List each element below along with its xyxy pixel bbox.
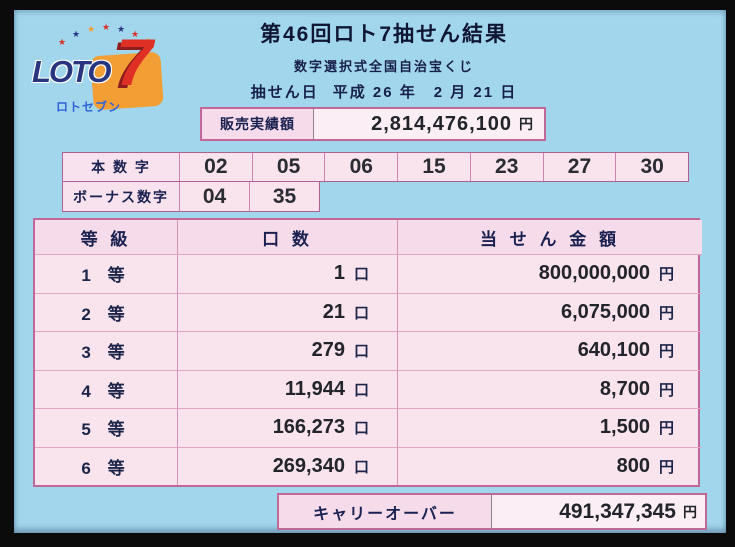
loto7-logo: ★ ★ ★ ★ ★ ★ ★ 7 LOTO ロトセブン: [30, 20, 190, 120]
main-number: 15: [397, 153, 470, 181]
units-cell: 166,273 口: [177, 409, 397, 447]
page-title: 第46回ロト7抽せん結果: [259, 23, 509, 46]
units-suffix: 口: [353, 304, 369, 322]
carryover-box: キャリーオーバー 491,347,345 円: [277, 493, 707, 530]
rank-cell: 1 等: [81, 266, 131, 286]
prize-value: 640,100: [577, 339, 650, 362]
yen-suffix: 円: [658, 266, 674, 284]
logo-star-icon: ★: [58, 37, 67, 47]
table-row: 6 等 269,340 口 800 円: [35, 446, 702, 485]
yen-suffix: 円: [658, 304, 674, 322]
units-suffix: 口: [353, 266, 369, 284]
table-row: 2 等 21 口 6,075,000 円: [35, 292, 702, 331]
sales-yen-suffix: 円: [519, 116, 534, 132]
units-cell: 11,944 口: [177, 370, 397, 408]
prize-cell: 6,075,000 円: [397, 293, 702, 331]
main-number: 23: [469, 153, 543, 181]
yen-suffix: 円: [658, 381, 674, 399]
sales-value-cell: 2,814,476,100 円: [314, 109, 544, 139]
units-value: 1: [333, 262, 345, 285]
main-numbers-label: 本 数 字: [63, 153, 179, 181]
rank-cell: 4 等: [81, 381, 131, 401]
header-units: 口 数: [177, 220, 397, 254]
logo-seven: 7: [116, 25, 153, 99]
prize-cell: 800 円: [397, 447, 702, 485]
sales-amount: 2,814,476,100: [371, 112, 512, 135]
logo-brand-text: LOTO: [32, 54, 112, 89]
rank-cell: 2 等: [81, 304, 131, 324]
carryover-label: キャリーオーバー: [279, 495, 492, 528]
table-row: 5 等 166,273 口 1,500 円: [35, 408, 702, 447]
yen-suffix: 円: [658, 420, 674, 438]
units-suffix: 口: [353, 343, 369, 361]
logo-star-icon: ★: [131, 29, 140, 39]
units-suffix: 口: [353, 381, 369, 399]
table-header-row: 等 級 口 数 当 せ ん 金 額: [35, 220, 702, 254]
bonus-number: 04: [179, 182, 249, 211]
draw-date-label: 抽せん日: [250, 84, 319, 101]
prize-value: 800: [616, 454, 650, 477]
units-value: 11,944: [284, 377, 345, 400]
draw-date-line: 抽せん日 平成 26 年 2 月 21 日: [194, 81, 574, 102]
units-value: 21: [322, 300, 345, 323]
header-block: 第46回ロト7抽せん結果 数字選択式全国自治宝くじ 抽せん日 平成 26 年 2 …: [194, 18, 574, 102]
draw-date-value: 平成 26 年 2 月 21 日: [332, 84, 518, 101]
prize-cell: 1,500 円: [397, 409, 702, 447]
units-suffix: 口: [353, 420, 369, 438]
bonus-numbers-label: ボーナス数字: [63, 182, 179, 211]
prize-value: 6,075,000: [561, 300, 650, 323]
main-number: 27: [542, 153, 616, 181]
sales-box: 販売実績額 2,814,476,100 円: [200, 107, 546, 141]
table-row: 3 等 279 口 640,100 円: [35, 331, 702, 370]
units-cell: 21 口: [177, 293, 397, 331]
sales-label: 販売実績額: [202, 109, 314, 139]
prize-value: 8,700: [599, 377, 650, 400]
main-number: 06: [324, 153, 398, 181]
logo-star-icon: ★: [144, 36, 153, 46]
main-number: 30: [615, 153, 689, 181]
units-suffix: 口: [353, 458, 369, 476]
yen-suffix: 円: [658, 343, 674, 361]
header-prize: 当 せ ん 金 額: [397, 220, 702, 254]
units-value: 269,340: [272, 454, 345, 477]
header-rank: 等 級: [80, 229, 132, 249]
rank-cell: 3 等: [81, 343, 131, 363]
prize-value: 1,500: [599, 416, 650, 439]
bonus-number: 35: [249, 182, 319, 211]
prize-value: 800,000,000: [538, 262, 650, 285]
main-number: 05: [251, 153, 325, 181]
units-cell: 269,340 口: [177, 447, 397, 485]
page-subtitle: 数字選択式全国自治宝くじ: [293, 59, 474, 74]
units-value: 279: [311, 339, 345, 362]
carryover-amount: 491,347,345: [559, 499, 676, 523]
carryover-value-cell: 491,347,345 円: [492, 495, 705, 528]
bonus-numbers-row: ボーナス数字 04 35: [62, 182, 320, 212]
logo-subtext: ロトセブン: [56, 100, 122, 114]
rank-cell: 5 等: [81, 420, 131, 440]
prize-cell: 640,100 円: [397, 332, 702, 370]
logo-star-icon: ★: [117, 24, 126, 34]
prize-cell: 8,700 円: [397, 370, 702, 408]
yen-suffix: 円: [658, 458, 674, 476]
prize-cell: 800,000,000 円: [397, 255, 702, 293]
rank-cell: 6 等: [81, 458, 131, 478]
logo-star-icon: ★: [87, 24, 96, 34]
logo-star-icon: ★: [102, 22, 111, 32]
main-numbers-row: 本 数 字 02 05 06 15 23 27 30: [62, 152, 689, 182]
units-value: 166,273: [272, 416, 345, 439]
lottery-results-screen: ★ ★ ★ ★ ★ ★ ★ 7 LOTO ロトセブン 第46回ロト7抽せん結果 …: [14, 10, 726, 533]
main-number: 02: [179, 153, 252, 181]
table-row: 4 等 11,944 口 8,700 円: [35, 369, 702, 408]
carryover-yen-suffix: 円: [683, 503, 697, 520]
units-cell: 279 口: [177, 332, 397, 370]
logo-star-icon: ★: [72, 29, 81, 39]
